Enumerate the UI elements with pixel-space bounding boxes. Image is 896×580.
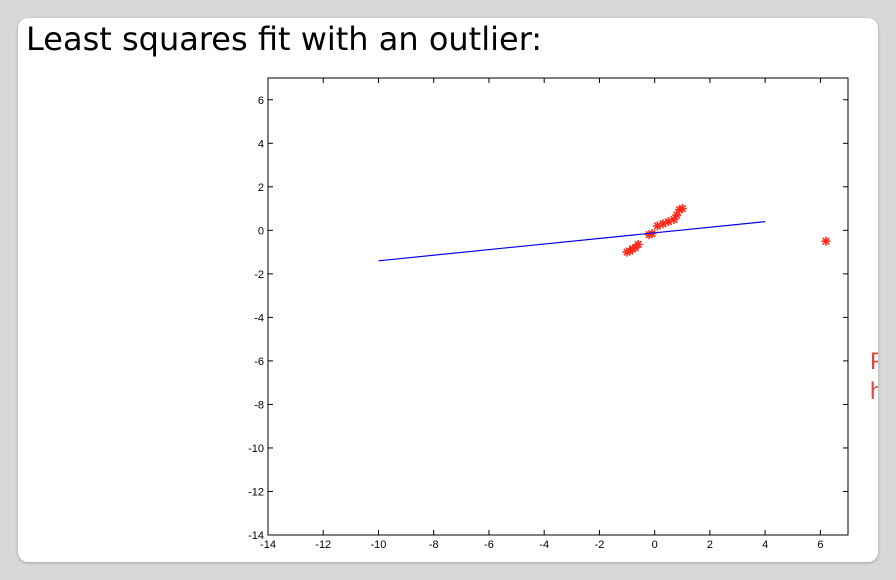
y-tick-label: -8 bbox=[254, 399, 264, 411]
x-tick-label: 0 bbox=[652, 539, 658, 551]
y-tick-label: -12 bbox=[248, 486, 264, 498]
y-tick-label: -10 bbox=[248, 443, 264, 455]
x-tick-label: 6 bbox=[817, 539, 823, 551]
cut-off-text-line-2: h bbox=[870, 378, 878, 405]
data-point bbox=[633, 239, 643, 249]
y-tick-label: 0 bbox=[258, 225, 264, 237]
y-tick-label: 4 bbox=[258, 138, 264, 150]
x-tick-label: -8 bbox=[429, 539, 439, 551]
data-point bbox=[663, 217, 673, 227]
slide: Least squares fit with an outlier: -14 -1… bbox=[18, 18, 878, 562]
x-tick-label: -6 bbox=[484, 539, 494, 551]
y-tick-label: -2 bbox=[254, 269, 264, 281]
fit-line bbox=[378, 221, 766, 262]
y-tick-label: 2 bbox=[258, 182, 264, 194]
y-tick-label: -6 bbox=[254, 356, 264, 368]
data-point bbox=[677, 204, 687, 214]
plot-frame bbox=[267, 77, 849, 536]
cut-off-text-line-1: P bbox=[870, 348, 878, 376]
x-tick-label: -14 bbox=[260, 539, 276, 551]
data-point bbox=[821, 236, 831, 246]
scatter-plot: -14 -12 -10 -8 -6 -4 -2 0 2 4 6 -14 -12 -10 -8 -6 -4 -2 0 2… bbox=[248, 77, 849, 551]
y-tick-label: 6 bbox=[258, 95, 264, 107]
x-tick-label: -10 bbox=[371, 539, 387, 551]
x-tick-label: 4 bbox=[762, 539, 768, 551]
y-tick-label: -14 bbox=[248, 530, 264, 542]
x-tick-label: -12 bbox=[315, 539, 331, 551]
x-tick-label: 2 bbox=[707, 539, 713, 551]
x-tick-label: -2 bbox=[595, 539, 605, 551]
data-point bbox=[658, 219, 668, 229]
data-point bbox=[669, 214, 679, 224]
x-tick-label: -4 bbox=[539, 539, 549, 551]
slide-title: Least squares fit with an outlier: bbox=[26, 20, 543, 58]
y-tick-label: -4 bbox=[254, 312, 264, 324]
